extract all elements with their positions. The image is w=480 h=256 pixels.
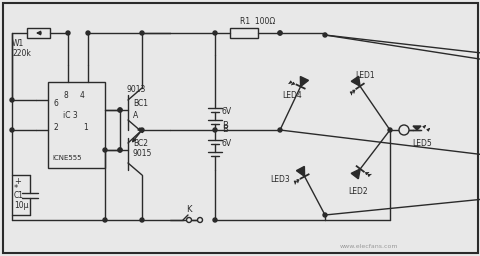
Circle shape — [387, 128, 391, 132]
Text: 1: 1 — [83, 123, 87, 133]
Text: BC1: BC1 — [133, 99, 148, 108]
Text: 6V: 6V — [222, 138, 232, 147]
Circle shape — [398, 125, 408, 135]
Text: K: K — [186, 206, 191, 215]
Circle shape — [140, 218, 144, 222]
Text: 10μ: 10μ — [14, 200, 28, 209]
Polygon shape — [412, 126, 420, 130]
Circle shape — [213, 218, 216, 222]
Text: B: B — [222, 122, 228, 131]
Text: W1: W1 — [12, 39, 24, 48]
Circle shape — [10, 128, 14, 132]
Circle shape — [213, 31, 216, 35]
Text: C1: C1 — [14, 190, 24, 199]
Circle shape — [10, 98, 14, 102]
Text: iC 3: iC 3 — [63, 111, 78, 120]
Polygon shape — [296, 166, 304, 176]
Circle shape — [323, 213, 326, 217]
Text: R1  100Ω: R1 100Ω — [240, 17, 275, 27]
Text: 4: 4 — [80, 91, 84, 100]
Text: LED1: LED1 — [354, 70, 374, 80]
Circle shape — [186, 218, 191, 222]
Circle shape — [118, 108, 122, 112]
Circle shape — [86, 31, 90, 35]
Circle shape — [277, 31, 281, 35]
Text: ICNE555: ICNE555 — [52, 155, 81, 161]
Text: 220k: 220k — [12, 48, 31, 58]
Circle shape — [118, 148, 122, 152]
Text: +: + — [14, 177, 21, 187]
Circle shape — [118, 148, 122, 152]
Text: 9013: 9013 — [127, 86, 146, 94]
Polygon shape — [350, 76, 360, 86]
Bar — [229, 28, 257, 38]
Circle shape — [323, 33, 326, 37]
Text: LED5: LED5 — [411, 140, 431, 148]
Text: 6V: 6V — [222, 108, 232, 116]
Text: A: A — [133, 111, 138, 120]
Circle shape — [66, 31, 70, 35]
Circle shape — [140, 31, 144, 35]
Text: LED2: LED2 — [347, 187, 367, 197]
Circle shape — [103, 218, 107, 222]
Text: 8: 8 — [63, 91, 68, 100]
Text: BC2: BC2 — [133, 138, 148, 147]
Circle shape — [103, 148, 107, 152]
Circle shape — [277, 128, 281, 132]
Circle shape — [213, 128, 216, 132]
Text: 9015: 9015 — [133, 148, 152, 157]
Text: B: B — [222, 125, 228, 134]
Circle shape — [118, 108, 122, 112]
Polygon shape — [300, 77, 308, 87]
Text: 6: 6 — [53, 99, 58, 108]
Bar — [48, 82, 105, 168]
Text: LED3: LED3 — [269, 176, 289, 185]
Bar — [27, 28, 50, 38]
Text: LED4: LED4 — [281, 91, 301, 100]
Text: 2: 2 — [53, 123, 58, 133]
Polygon shape — [350, 169, 360, 179]
Circle shape — [140, 128, 144, 132]
Circle shape — [277, 31, 281, 35]
Text: www.elecfans.com: www.elecfans.com — [339, 244, 397, 250]
Circle shape — [197, 218, 202, 222]
Text: *: * — [14, 184, 18, 193]
